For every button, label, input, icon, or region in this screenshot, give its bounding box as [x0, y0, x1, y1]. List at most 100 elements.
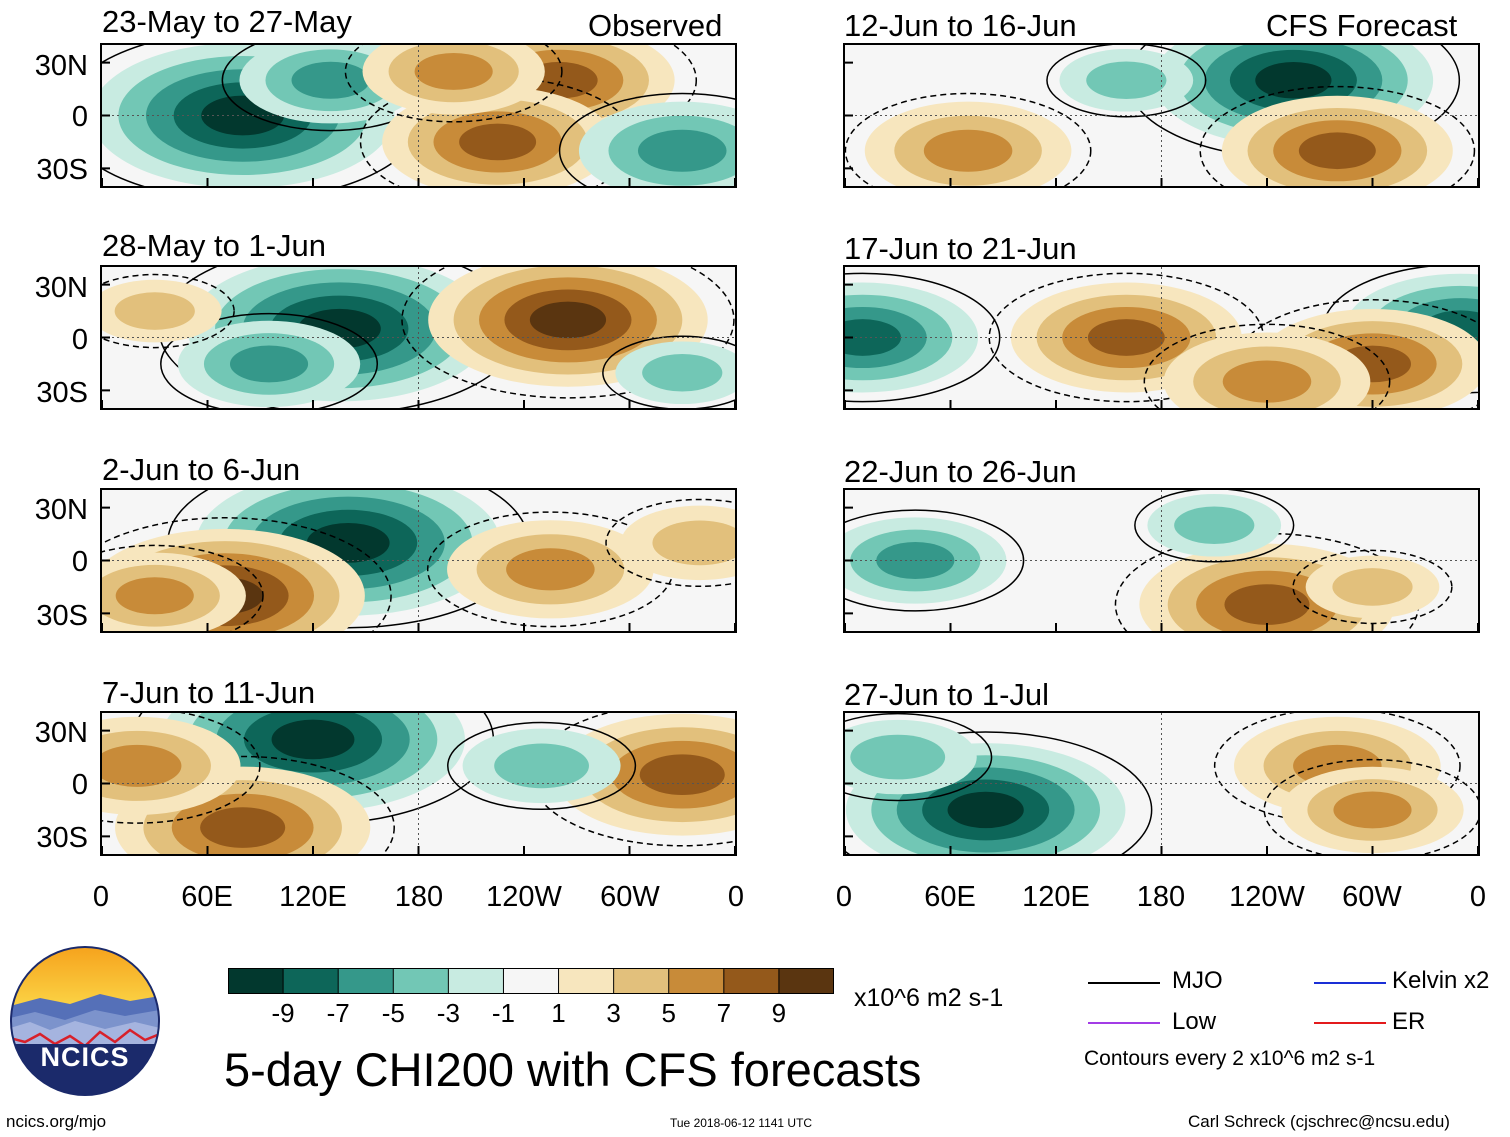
colorbar-outline [228, 968, 834, 994]
map-canvas [845, 45, 1478, 186]
panel-title-3: 2-Jun to 6-Jun [102, 452, 301, 487]
anomaly-region [845, 319, 902, 356]
mjo-contour [102, 544, 264, 631]
anomaly-region [459, 123, 537, 161]
map-panel-6 [843, 265, 1480, 410]
anomaly-region [200, 807, 286, 848]
mjo-contour [602, 335, 735, 408]
mjo-contour [1199, 85, 1476, 186]
footer-url: ncics.org/mjo [6, 1112, 107, 1131]
legend-line-kelvin [1314, 982, 1386, 984]
contour-note: Contours every 2 x10^6 m2 s-1 [1084, 1047, 1376, 1070]
anomaly-region [494, 743, 589, 789]
colorbar [228, 968, 835, 994]
colorbar-swatch [558, 968, 615, 994]
anomaly-region [271, 719, 355, 760]
map-canvas [845, 490, 1478, 631]
observed-header: Observed [588, 8, 723, 43]
legend-label-mjo: MJO [1172, 967, 1223, 994]
anomaly-region [850, 734, 946, 780]
mjo-contour [1134, 490, 1295, 563]
y-label-30n: 30N [34, 272, 88, 304]
legend-label-er: ER [1392, 1008, 1426, 1035]
y-label-30s: 30S [36, 822, 88, 854]
y-label-eq: 0 [71, 101, 88, 133]
anomaly-region [1332, 568, 1413, 606]
anomaly-region [1255, 62, 1332, 99]
colorbar-label: 9 [771, 998, 787, 1028]
panel-title-8: 27-Jun to 1-Jul [844, 677, 1050, 712]
mjo-contour [102, 713, 261, 824]
legend-line-low [1088, 1022, 1160, 1024]
colorbar-label: 1 [551, 998, 566, 1028]
forecast-header: CFS Forecast [1266, 8, 1458, 43]
colorbar-swatch [503, 968, 560, 994]
logo-text: NCICS [40, 1042, 130, 1072]
colorbar-swatch [338, 968, 394, 994]
anomaly-region [1174, 506, 1255, 545]
map-panel-4 [100, 711, 737, 856]
colorbar-swatch [668, 968, 725, 994]
main-title: 5-day CHI200 with CFS forecasts [224, 1043, 922, 1096]
legend: MJO Kelvin x2 Low ER Contours every 2 x1… [1084, 967, 1508, 1077]
y-label-30n: 30N [34, 717, 88, 749]
x-label-360: 0 [1469, 881, 1487, 913]
colorbar-label: 3 [606, 998, 621, 1028]
colorbar-label: 7 [716, 998, 732, 1028]
colorbar-swatch [723, 968, 780, 994]
mjo-contour [1263, 758, 1478, 854]
x-label-120w: 120W [1229, 881, 1305, 913]
x-label-60e: 60E [924, 881, 976, 913]
x-label-120e: 120E [1022, 881, 1090, 913]
anomaly-region [1333, 791, 1412, 829]
legend-line-er [1314, 1022, 1386, 1024]
panel-title-6: 17-Jun to 21-Jun [844, 231, 1077, 266]
map-panel-1 [100, 43, 737, 188]
anomaly-region [1224, 584, 1310, 625]
colorbar-units: x10^6 m2 s-1 [854, 984, 1004, 1012]
map-canvas [845, 267, 1478, 408]
colorbar-swatch [228, 968, 284, 994]
y-label-eq: 0 [71, 769, 88, 801]
x-label-120e: 120E [279, 881, 347, 913]
mjo-contour [1143, 323, 1391, 408]
anomaly-region [114, 292, 195, 330]
anomaly-region [1086, 61, 1167, 100]
anomaly-region [291, 61, 370, 99]
anomaly-region [529, 301, 607, 339]
colorbar-label: -1 [491, 998, 516, 1028]
map-panel-8 [843, 711, 1480, 856]
ncics-logo: NCICS [10, 946, 160, 1096]
x-label-360: 0 [727, 881, 745, 913]
x-label-0: 0 [835, 881, 853, 913]
y-label-30s: 30S [36, 600, 88, 632]
mjo-contour [845, 713, 993, 802]
x-label-60e: 60E [181, 881, 233, 913]
colorbar-swatch [393, 968, 449, 994]
footer-credit: Carl Schreck (cjschrec@ncsu.edu) [1188, 1112, 1450, 1131]
anomaly-region [652, 520, 735, 566]
anomaly-region [923, 129, 1013, 172]
anomaly-region [642, 353, 723, 392]
y-label-30s: 30S [36, 154, 88, 186]
mjo-contour [102, 755, 395, 854]
colorbar-labels: -9 -7 -5 -3 -1 1 3 5 7 9 [228, 998, 834, 1028]
x-label-180: 180 [394, 881, 444, 913]
anomaly-region [1222, 360, 1312, 403]
x-label-0: 0 [92, 881, 110, 913]
mjo-contour [401, 267, 735, 399]
anomaly-region [115, 577, 194, 615]
panel-title-7: 22-Jun to 26-Jun [844, 454, 1077, 489]
mjo-contour [447, 721, 637, 811]
anomaly-region [414, 52, 493, 90]
anomaly-region [506, 548, 595, 591]
colorbar-label: -3 [436, 998, 460, 1028]
colorbar-label: -5 [381, 998, 405, 1028]
panel-title-4: 7-Jun to 11-Jun [102, 675, 316, 710]
x-label-120w: 120W [486, 881, 562, 913]
map-canvas [102, 45, 735, 186]
ncics-logo-graphic [10, 946, 160, 1096]
mjo-contour [160, 312, 379, 408]
anomaly-region [229, 345, 309, 383]
anomaly-region [637, 129, 727, 172]
